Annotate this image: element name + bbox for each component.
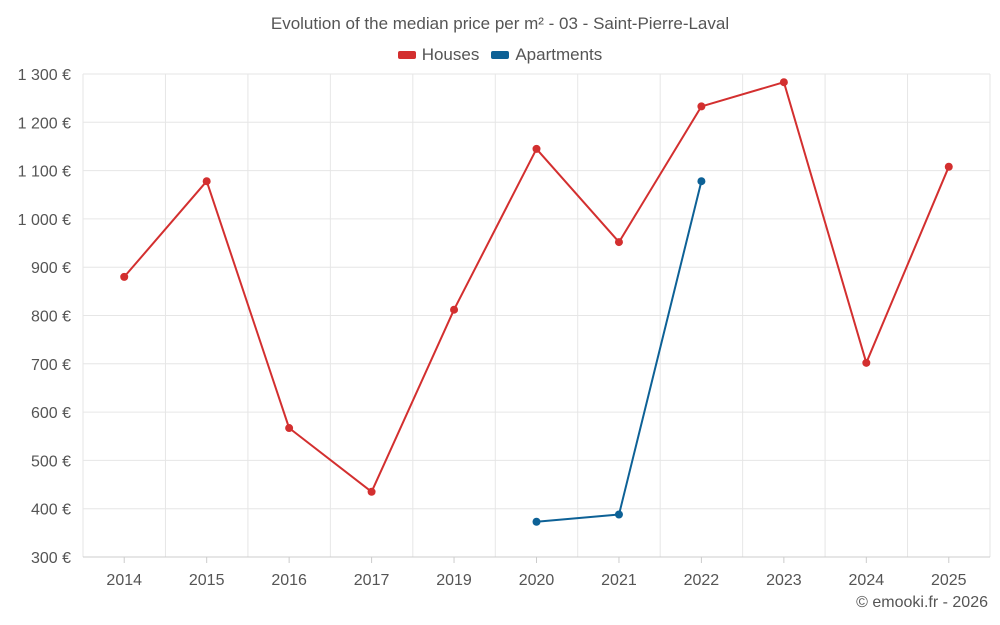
data-point-houses: [862, 358, 871, 367]
x-tick-label: 2014: [106, 572, 142, 589]
chart-title: Evolution of the median price per m² - 0…: [270, 14, 730, 33]
x-tick-label: 2020: [519, 572, 555, 589]
data-point-houses: [450, 305, 459, 314]
data-point-houses: [944, 162, 953, 171]
x-tick-label: 2015: [189, 572, 225, 589]
x-tick-label: 2021: [601, 572, 637, 589]
legend: Houses Apartments: [0, 45, 1000, 65]
legend-label-houses: Houses: [421, 45, 480, 64]
data-point-houses: [697, 102, 706, 111]
x-tick-label: 2023: [766, 572, 802, 589]
series-line-apartments: [536, 180, 703, 523]
data-point-apartments: [532, 517, 541, 526]
y-tick-label: 900 €: [31, 260, 71, 277]
data-point-apartments: [697, 177, 706, 186]
x-tick-label: 2016: [271, 572, 307, 589]
legend-item-apartments[interactable]: Apartments: [491, 45, 602, 65]
data-point-houses: [779, 78, 788, 87]
y-tick-label: 1 300 €: [18, 67, 71, 84]
x-tick-label: 2024: [849, 572, 885, 589]
data-point-houses: [367, 487, 376, 496]
legend-swatch-houses: [397, 51, 416, 59]
y-tick-label: 300 €: [31, 550, 71, 567]
data-point-houses: [532, 144, 541, 153]
data-point-apartments: [614, 510, 623, 519]
x-tick-label: 2022: [684, 572, 720, 589]
data-point-houses: [285, 424, 294, 433]
data-point-houses: [614, 238, 623, 247]
credit-text: © emooki.fr - 2026: [856, 594, 988, 611]
legend-item-houses[interactable]: Houses: [397, 45, 480, 65]
data-point-houses: [120, 272, 129, 281]
y-tick-label: 1 200 €: [18, 115, 71, 132]
x-tick-label: 2025: [931, 572, 967, 589]
y-tick-label: 800 €: [31, 309, 71, 326]
y-tick-label: 700 €: [31, 357, 71, 374]
y-tick-label: 500 €: [31, 453, 71, 470]
x-tick-label: 2017: [354, 572, 390, 589]
y-tick-label: 600 €: [31, 405, 71, 422]
legend-swatch-apartments: [491, 51, 510, 59]
y-tick-label: 1 100 €: [18, 164, 71, 181]
legend-label-apartments: Apartments: [515, 45, 603, 64]
y-tick-label: 1 000 €: [18, 212, 71, 229]
y-tick-label: 400 €: [31, 502, 71, 519]
x-tick-label: 2019: [436, 572, 472, 589]
data-point-houses: [202, 177, 211, 186]
